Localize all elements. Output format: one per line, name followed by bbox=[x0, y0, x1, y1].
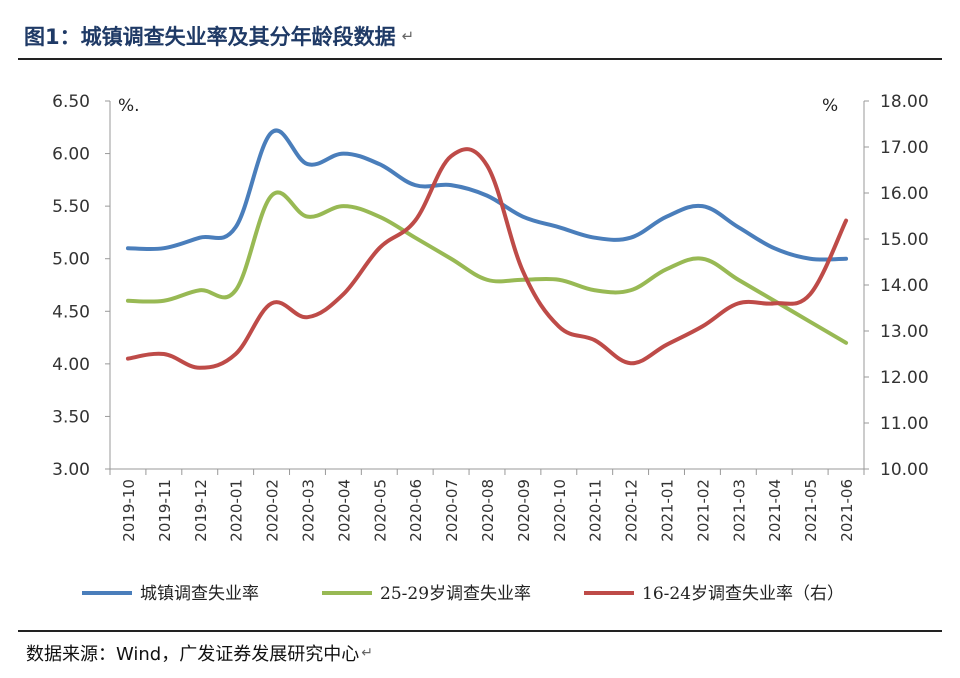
x-tick-label: 2021-05 bbox=[802, 479, 820, 542]
chart-series bbox=[125, 128, 849, 370]
left-tick-label: 4.50 bbox=[52, 302, 90, 322]
right-tick-label: 16.00 bbox=[880, 184, 929, 204]
x-tick-label: 2020-07 bbox=[443, 479, 461, 542]
x-tick-label: 2020-11 bbox=[587, 479, 605, 542]
right-axis-unit: % bbox=[822, 96, 838, 116]
x-tick-label: 2020-03 bbox=[299, 479, 317, 542]
left-tick-label: 5.50 bbox=[52, 197, 90, 217]
right-tick-label: 15.00 bbox=[880, 230, 929, 250]
left-tick-label: 6.00 bbox=[52, 145, 90, 165]
left-axis-unit: %. bbox=[118, 96, 140, 116]
x-tick-label: 2021-04 bbox=[766, 479, 784, 542]
x-tick-label: 2020-08 bbox=[479, 479, 497, 542]
x-tick-label: 2021-01 bbox=[659, 479, 677, 542]
bottom-rule bbox=[18, 630, 942, 632]
x-tick-label: 2021-02 bbox=[694, 479, 712, 542]
x-tick-label: 2019-10 bbox=[120, 479, 138, 542]
right-tick-label: 18.00 bbox=[880, 92, 929, 112]
left-tick-label: 3.00 bbox=[52, 460, 90, 480]
return-mark-icon: ↵ bbox=[361, 645, 373, 661]
right-tick-label: 12.00 bbox=[880, 368, 929, 388]
left-tick-label: 5.00 bbox=[52, 250, 90, 270]
top-rule bbox=[18, 58, 942, 60]
chart-title-row: 图1：城镇调查失业率及其分年龄段数据 ↵ bbox=[24, 16, 414, 56]
x-tick-label: 2020-06 bbox=[407, 479, 425, 542]
line-chart: 3.00 3.50 4.00 4.50 5.00 5.50 6.00 6.50 10.00 11… bbox=[52, 92, 929, 604]
right-tick-label: 14.00 bbox=[880, 276, 929, 296]
x-tick-label: 2020-12 bbox=[623, 479, 641, 542]
series-line-2 bbox=[125, 190, 849, 345]
left-tick-label: 6.50 bbox=[52, 92, 90, 112]
legend-label-2: 25-29岁调查失业率 bbox=[380, 584, 531, 604]
right-tick-label: 13.00 bbox=[880, 322, 929, 342]
x-tick-label: 2021-06 bbox=[838, 479, 856, 542]
x-axis-ticks: 2019-10 2019-11 2019-12 2020-01 2020-02 2020-… bbox=[109, 469, 865, 542]
left-tick-label: 4.00 bbox=[52, 355, 90, 375]
legend-label-1: 城镇调查失业率 bbox=[140, 584, 259, 604]
legend-label-3: 16-24岁调查失业率（右） bbox=[642, 584, 844, 604]
series-line-3 bbox=[125, 147, 849, 370]
x-tick-label: 2021-03 bbox=[730, 479, 748, 542]
right-axis-ticks: 10.00 11.00 12.00 13.00 14.00 15.00 16.00 17.00… bbox=[864, 92, 929, 480]
left-tick-label: 3.50 bbox=[52, 407, 90, 427]
x-tick-label: 2019-12 bbox=[192, 479, 210, 542]
left-axis-ticks: 3.00 3.50 4.00 4.50 5.00 5.50 6.00 6.50 bbox=[52, 92, 110, 480]
right-tick-label: 11.00 bbox=[880, 414, 929, 434]
x-tick-label: 2020-05 bbox=[371, 479, 389, 542]
source-note-row: 数据来源：Wind，广发证券发展研究中心 ↵ bbox=[26, 640, 373, 666]
x-tick-label: 2020-01 bbox=[228, 479, 246, 542]
x-tick-label: 2020-02 bbox=[264, 479, 282, 542]
chart-legend: 城镇调查失业率 25-29岁调查失业率 16-24岁调查失业率（右） bbox=[82, 584, 844, 604]
series-line-1 bbox=[125, 128, 849, 262]
x-tick-label: 2020-04 bbox=[335, 479, 353, 542]
right-tick-label: 10.00 bbox=[880, 460, 929, 480]
chart-title: 图1：城镇调查失业率及其分年龄段数据 bbox=[24, 25, 396, 49]
x-tick-label: 2019-11 bbox=[156, 479, 174, 542]
x-tick-label: 2020-09 bbox=[515, 479, 533, 542]
right-tick-label: 17.00 bbox=[880, 138, 929, 158]
source-note: 数据来源：Wind，广发证券发展研究中心 bbox=[26, 644, 360, 665]
return-mark-icon: ↵ bbox=[401, 27, 415, 45]
x-tick-label: 2020-10 bbox=[551, 479, 569, 542]
